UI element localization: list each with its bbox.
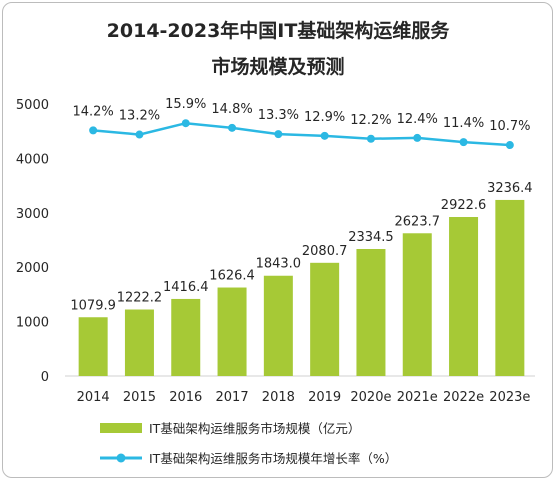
growth-point xyxy=(459,138,468,147)
x-tick-label: 2019 xyxy=(308,390,341,405)
bar-value-label: 1416.4 xyxy=(163,280,209,295)
x-tick-label: 2014 xyxy=(77,390,110,405)
bar xyxy=(310,262,340,376)
y-tick-label: 4000 xyxy=(16,152,49,167)
x-axis: 2014 2015 2016 2017 2018 2019 2020e 2021e 2022e 2… xyxy=(77,390,531,405)
growth-value-label: 14.2% xyxy=(72,104,113,119)
x-tick-label: 2017 xyxy=(216,390,249,405)
growth-point xyxy=(366,134,375,143)
chart-title-line-2: 市场规模及预测 xyxy=(211,55,344,78)
growth-value-label: 13.3% xyxy=(258,108,299,123)
growth-point xyxy=(89,126,98,135)
growth-value-label: 12.9% xyxy=(304,110,345,125)
line-series: 14.2% 13.2% 15.9% 14.8% 13.3% 12.9% 12.2% 12.4%… xyxy=(72,97,531,150)
growth-point xyxy=(135,130,144,139)
growth-value-label: 11.4% xyxy=(443,116,484,131)
growth-value-label: 12.2% xyxy=(350,113,391,128)
y-tick-label: 1000 xyxy=(16,316,49,331)
bar xyxy=(263,275,293,376)
growth-value-label: 15.9% xyxy=(165,97,206,112)
bar-value-label: 1843.0 xyxy=(256,257,302,272)
y-axis: 0 1000 2000 3000 4000 5000 xyxy=(16,98,49,385)
bar-value-label: 2623.7 xyxy=(395,214,441,229)
bar-value-label: 3236.4 xyxy=(487,181,533,196)
bar-value-label: 2334.5 xyxy=(348,230,394,245)
bar-value-label: 2922.6 xyxy=(441,198,487,213)
bar-value-label: 1222.2 xyxy=(117,291,163,306)
bar-value-label: 2080.7 xyxy=(302,244,348,259)
growth-line xyxy=(93,121,510,147)
x-tick-label: 2015 xyxy=(123,390,156,405)
growth-point xyxy=(505,141,514,150)
growth-point xyxy=(413,133,422,142)
legend-swatch-bar xyxy=(100,423,142,433)
bar xyxy=(171,298,201,376)
bar-value-label: 1079.9 xyxy=(70,298,116,313)
x-tick-label: 2021e xyxy=(397,390,438,405)
y-tick-label: 3000 xyxy=(16,207,49,222)
legend-label-bar: IT基础架构运维服务市场规模（亿元） xyxy=(149,421,360,436)
growth-point xyxy=(320,131,329,140)
legend-swatch-marker xyxy=(116,453,126,463)
bar xyxy=(495,199,525,376)
y-tick-label: 2000 xyxy=(16,261,49,276)
x-tick-label: 2023e xyxy=(489,390,530,405)
growth-point xyxy=(274,130,283,139)
y-tick-label: 0 xyxy=(41,370,49,385)
y-tick-label: 5000 xyxy=(16,98,49,113)
bar-series: 1079.91222.21416.41626.41843.02080.72334… xyxy=(70,181,533,376)
growth-value-label: 14.8% xyxy=(211,102,252,117)
x-tick-label: 2020e xyxy=(350,390,391,405)
bar xyxy=(449,217,479,376)
x-tick-label: 2018 xyxy=(262,390,295,405)
bar xyxy=(217,287,247,376)
growth-point xyxy=(228,123,237,132)
bar xyxy=(402,233,432,376)
x-tick-label: 2016 xyxy=(169,390,202,405)
legend: IT基础架构运维服务市场规模（亿元） IT基础架构运维服务市场规模年增长率（%） xyxy=(100,421,397,466)
bar xyxy=(78,317,108,376)
x-tick-label: 2022e xyxy=(443,390,484,405)
bar xyxy=(356,249,386,376)
bar-value-label: 1626.4 xyxy=(209,269,255,284)
growth-point xyxy=(181,119,190,128)
chart-title-line-1: 2014-2023年中国IT基础架构运维服务 xyxy=(107,19,451,42)
bar xyxy=(124,309,154,376)
growth-value-label: 10.7% xyxy=(489,119,530,134)
growth-value-label: 13.2% xyxy=(119,109,160,124)
growth-value-label: 12.4% xyxy=(397,112,438,127)
legend-label-line: IT基础架构运维服务市场规模年增长率（%） xyxy=(149,451,397,466)
